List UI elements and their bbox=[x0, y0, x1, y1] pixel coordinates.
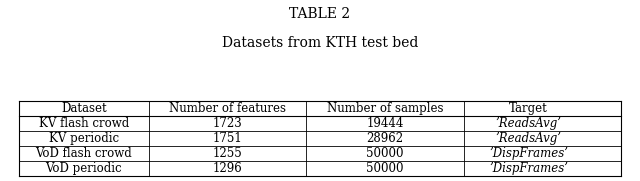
Text: 19444: 19444 bbox=[366, 117, 404, 130]
Text: TABLE 2: TABLE 2 bbox=[289, 7, 351, 21]
Text: KV flash crowd: KV flash crowd bbox=[39, 117, 129, 130]
Text: VoD flash crowd: VoD flash crowd bbox=[35, 147, 132, 160]
Text: ’DispFrames’: ’DispFrames’ bbox=[489, 147, 568, 160]
Text: Number of features: Number of features bbox=[169, 102, 286, 115]
Text: ’ReadsAvg’: ’ReadsAvg’ bbox=[495, 132, 561, 145]
Text: 50000: 50000 bbox=[366, 162, 404, 175]
Text: 1723: 1723 bbox=[212, 117, 242, 130]
Text: Number of samples: Number of samples bbox=[327, 102, 444, 115]
Text: 1751: 1751 bbox=[212, 132, 242, 145]
Text: Datasets from KTH test bed: Datasets from KTH test bed bbox=[222, 36, 418, 50]
Text: ’ReadsAvg’: ’ReadsAvg’ bbox=[495, 117, 561, 130]
Text: 1296: 1296 bbox=[212, 162, 242, 175]
Text: 50000: 50000 bbox=[366, 147, 404, 160]
Text: 1255: 1255 bbox=[212, 147, 242, 160]
Text: ’DispFrames’: ’DispFrames’ bbox=[489, 162, 568, 175]
Text: Dataset: Dataset bbox=[61, 102, 107, 115]
Text: Target: Target bbox=[509, 102, 548, 115]
Text: 28962: 28962 bbox=[367, 132, 404, 145]
Text: KV periodic: KV periodic bbox=[49, 132, 119, 145]
Text: VoD periodic: VoD periodic bbox=[45, 162, 122, 175]
